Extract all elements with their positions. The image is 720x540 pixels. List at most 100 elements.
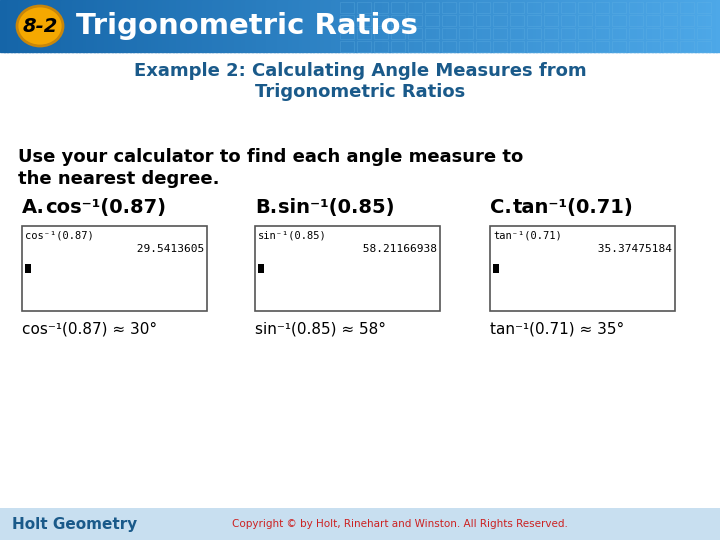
Bar — [212, 0, 217, 52]
Bar — [442, 41, 456, 52]
Bar — [436, 0, 440, 52]
Bar — [612, 15, 626, 26]
Bar — [391, 28, 405, 39]
Bar — [629, 15, 643, 26]
Bar — [476, 41, 490, 52]
Bar — [641, 0, 645, 52]
Bar — [7, 0, 12, 52]
Bar — [446, 0, 451, 52]
Bar — [248, 0, 253, 52]
Bar — [612, 41, 626, 52]
Bar — [353, 0, 357, 52]
Bar — [605, 0, 609, 52]
Bar — [421, 0, 426, 52]
Bar — [0, 0, 4, 52]
Bar — [317, 0, 321, 52]
Bar — [238, 0, 242, 52]
Bar — [306, 0, 310, 52]
Bar — [527, 41, 541, 52]
Bar — [252, 0, 256, 52]
Bar — [562, 0, 566, 52]
Text: sin⁻¹(0.85): sin⁻¹(0.85) — [278, 198, 395, 217]
Bar — [527, 28, 541, 39]
Bar — [169, 0, 174, 52]
Bar — [173, 0, 177, 52]
Bar — [112, 0, 116, 52]
Bar — [364, 0, 368, 52]
Bar — [561, 2, 575, 13]
Bar — [561, 15, 575, 26]
Bar — [583, 0, 588, 52]
Bar — [646, 28, 660, 39]
Bar — [608, 0, 613, 52]
Bar — [697, 2, 711, 13]
Bar — [270, 0, 274, 52]
Bar — [529, 0, 534, 52]
Bar — [659, 0, 663, 52]
Bar — [400, 0, 404, 52]
Bar — [504, 0, 508, 52]
Text: B.: B. — [255, 198, 277, 217]
Bar — [578, 41, 592, 52]
Bar — [86, 0, 91, 52]
Bar — [601, 0, 606, 52]
Bar — [126, 0, 130, 52]
Bar — [11, 0, 15, 52]
Bar — [598, 0, 602, 52]
Bar — [472, 0, 476, 52]
Bar — [418, 0, 422, 52]
Bar — [349, 0, 354, 52]
Bar — [646, 15, 660, 26]
Text: tan⁻¹(0.71): tan⁻¹(0.71) — [493, 231, 562, 241]
Bar — [425, 0, 429, 52]
Bar — [459, 28, 473, 39]
Bar — [50, 0, 55, 52]
Bar — [646, 41, 660, 52]
Bar — [68, 0, 73, 52]
Bar — [510, 41, 524, 52]
Bar — [22, 0, 26, 52]
Text: 58.21166938: 58.21166938 — [329, 244, 437, 254]
Bar — [454, 0, 458, 52]
Bar — [25, 0, 30, 52]
Bar — [680, 2, 694, 13]
Bar — [209, 0, 213, 52]
Text: Example 2: Calculating Angle Measures from
Trigonometric Ratios: Example 2: Calculating Angle Measures fr… — [134, 62, 586, 101]
Bar — [673, 0, 678, 52]
Bar — [511, 0, 516, 52]
Bar — [216, 0, 220, 52]
Bar — [663, 2, 677, 13]
Bar — [274, 0, 278, 52]
Bar — [595, 2, 609, 13]
Bar — [47, 0, 51, 52]
Bar — [357, 2, 371, 13]
Bar — [475, 0, 480, 52]
Bar — [263, 0, 267, 52]
Bar — [130, 0, 134, 52]
Bar — [22, 226, 207, 311]
Bar — [450, 0, 454, 52]
Bar — [292, 0, 296, 52]
Bar — [572, 0, 577, 52]
Bar — [357, 28, 371, 39]
Bar — [680, 0, 685, 52]
Bar — [500, 0, 505, 52]
Bar — [547, 0, 552, 52]
Text: Use your calculator to find each angle measure to: Use your calculator to find each angle m… — [18, 148, 523, 166]
Bar — [367, 0, 372, 52]
Bar — [302, 0, 307, 52]
Bar — [202, 0, 206, 52]
Bar — [490, 0, 494, 52]
Bar — [391, 15, 405, 26]
Bar — [432, 0, 436, 52]
Bar — [578, 2, 592, 13]
Text: C.: C. — [490, 198, 512, 217]
Bar — [101, 0, 105, 52]
Bar — [464, 0, 469, 52]
Bar — [187, 0, 192, 52]
Bar — [184, 0, 188, 52]
Bar — [144, 0, 148, 52]
Bar — [374, 41, 388, 52]
Bar — [497, 0, 501, 52]
Bar — [425, 41, 439, 52]
